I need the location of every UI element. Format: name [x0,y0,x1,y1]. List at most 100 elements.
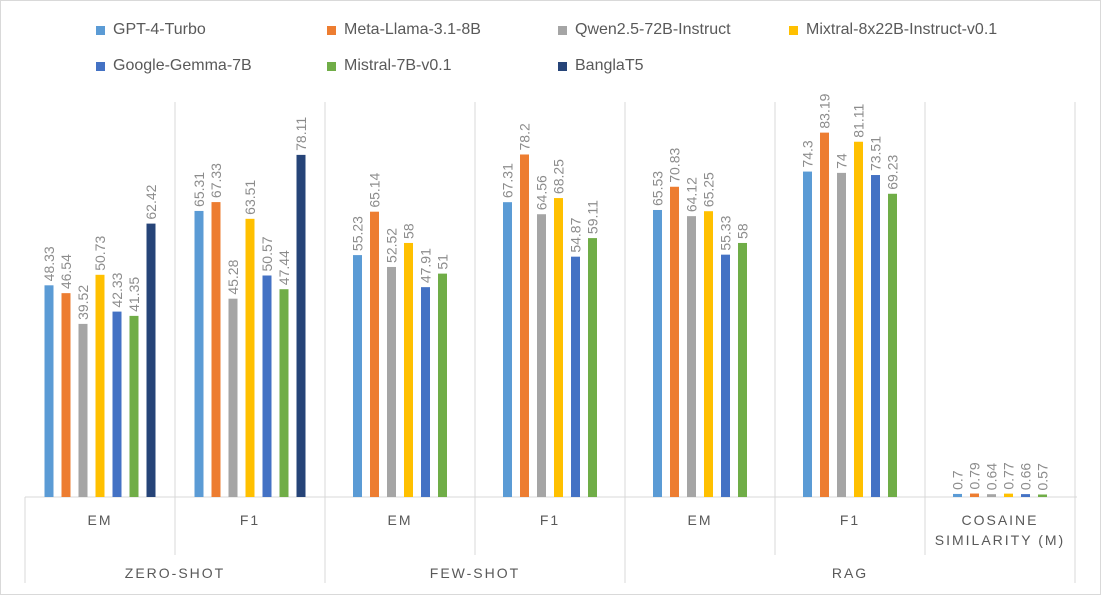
bar [245,218,255,497]
legend-label: Mistral-7B-v0.1 [344,57,452,74]
group-label: ZERO-SHOT [125,565,225,581]
data-label: 74 [834,153,850,169]
bar [670,186,679,498]
bar [78,323,88,497]
data-label: 83.19 [817,93,833,128]
metric-label: F1 [840,512,860,528]
bar [653,209,662,497]
legend-label: Meta-Llama-3.1-8B [344,21,481,38]
legend-item: BanglaT5 [558,57,644,75]
bar [387,266,396,497]
legend-item: Meta-Llama-3.1-8B [327,21,481,39]
bar [888,193,897,498]
bar [520,154,529,497]
bar [837,172,846,497]
data-label: 63.51 [242,180,258,215]
metric-label: SIMILARITY (M) [935,532,1065,548]
legend-item: Mixtral-8x22B-Instruct-v0.1 [789,21,997,39]
data-label: 65.53 [650,171,666,206]
data-label: 0.57 [1035,463,1051,490]
data-label: 64.56 [534,175,550,210]
legend-label: Google-Gemma-7B [113,57,252,74]
bar [438,273,447,497]
legend-swatch [558,61,567,71]
bar [970,493,979,497]
data-label: 67.33 [208,163,224,198]
bar [588,238,597,497]
bar [503,202,512,498]
bar [370,211,379,497]
legend-swatch [327,61,336,71]
legend-swatch [558,25,567,35]
bar [871,175,880,498]
legend-item: GPT-4-Turbo [96,21,206,39]
bar [353,255,362,497]
bar [279,289,289,497]
legend-item: Qwen2.5-72B-Instruct [558,21,731,39]
bar [820,132,829,497]
bar [129,315,139,497]
bar [987,494,996,497]
metric-label: COSAINE [961,512,1038,528]
data-label: 39.52 [75,285,91,320]
bar [44,285,54,497]
data-label: 69.23 [885,155,901,190]
data-label: 0.79 [967,462,983,489]
data-label: 64.12 [684,177,700,212]
data-label: 65.31 [191,172,207,207]
legend-swatch [789,25,798,35]
data-label: 47.44 [276,250,292,285]
data-label: 55.33 [718,215,734,250]
data-label: 48.33 [41,246,57,281]
metric-label: F1 [540,512,560,528]
legend-item: Google-Gemma-7B [96,57,252,75]
bar [1038,494,1047,497]
data-label: 0.77 [1001,462,1017,489]
data-label: 78.2 [517,123,533,150]
bar [554,198,563,497]
bar [296,154,306,497]
metric-label: EM [88,512,113,528]
bar [953,493,962,497]
data-label: 54.87 [568,217,584,252]
metric-label: F1 [240,512,260,528]
data-label: 65.25 [701,172,717,207]
bar [95,274,105,497]
data-label: 47.91 [418,248,434,283]
bar [228,298,238,497]
group-label: RAG [832,565,868,581]
data-label: 70.83 [667,148,683,183]
data-label: 62.42 [143,184,159,219]
data-label: 50.57 [259,236,275,271]
data-label: 74.3 [800,140,816,167]
data-label: 68.25 [551,159,567,194]
bar [571,256,580,497]
data-label: 78.11 [293,117,309,151]
data-label: 59.11 [585,200,601,234]
legend-label: Qwen2.5-72B-Instruct [575,21,731,38]
bar [803,171,812,498]
bar [421,287,430,497]
data-label: 73.51 [868,136,884,171]
group-label: FEW-SHOT [430,565,520,581]
legend-swatch [96,61,105,71]
bar [704,211,713,497]
data-label: 52.52 [384,228,400,263]
data-label: 45.28 [225,259,241,294]
bar [194,210,204,497]
bar [1004,493,1013,497]
bar [404,242,413,497]
data-label: 0.7 [950,470,966,490]
bar [721,254,730,497]
legend-label: GPT-4-Turbo [113,21,206,38]
data-label: 67.31 [500,163,516,198]
bar [112,311,122,497]
legend-label: BanglaT5 [575,57,644,74]
bar [738,242,747,497]
bar [1021,494,1030,497]
bar [687,216,696,497]
data-label: 55.23 [350,216,366,251]
bar [854,141,863,497]
data-label: 41.35 [126,277,142,312]
